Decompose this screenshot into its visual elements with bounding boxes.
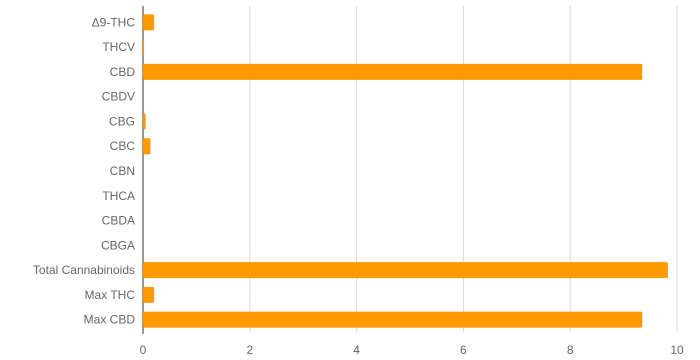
x-tick-label: 10 (670, 343, 684, 357)
x-tick-label: 0 (140, 343, 147, 357)
category-label: CBG (109, 114, 135, 128)
bar (143, 39, 145, 56)
bar (143, 311, 643, 328)
category-label: CBC (110, 139, 136, 153)
category-label: THCA (102, 189, 135, 203)
bar (143, 113, 146, 130)
x-tick-label: 8 (567, 343, 574, 357)
bar (143, 63, 643, 80)
bar (143, 138, 151, 155)
bar (143, 14, 155, 31)
category-label: Max THC (85, 288, 136, 302)
category-label: Max CBD (84, 313, 136, 327)
category-label: Δ9-THC (92, 15, 136, 29)
x-axis-ticks: 0 2 4 6 8 10 (140, 343, 684, 357)
bar (143, 262, 668, 279)
category-label: CBDV (102, 90, 135, 104)
bars (143, 14, 668, 328)
category-label: THCV (102, 40, 135, 54)
category-label: CBGA (101, 238, 135, 252)
category-label: CBDA (102, 214, 135, 228)
x-tick-label: 2 (246, 343, 253, 357)
bar (143, 286, 155, 303)
category-label: Total Cannabinoids (33, 263, 135, 277)
category-labels: Δ9-THC THCV CBD CBDV CBG CBC CBN THCA CBDA CBGA To… (33, 15, 135, 326)
gridlines (142, 6, 678, 334)
x-tick-label: 4 (353, 343, 360, 357)
category-label: CBD (110, 65, 136, 79)
x-tick-label: 6 (460, 343, 467, 357)
category-label: CBN (110, 164, 135, 178)
